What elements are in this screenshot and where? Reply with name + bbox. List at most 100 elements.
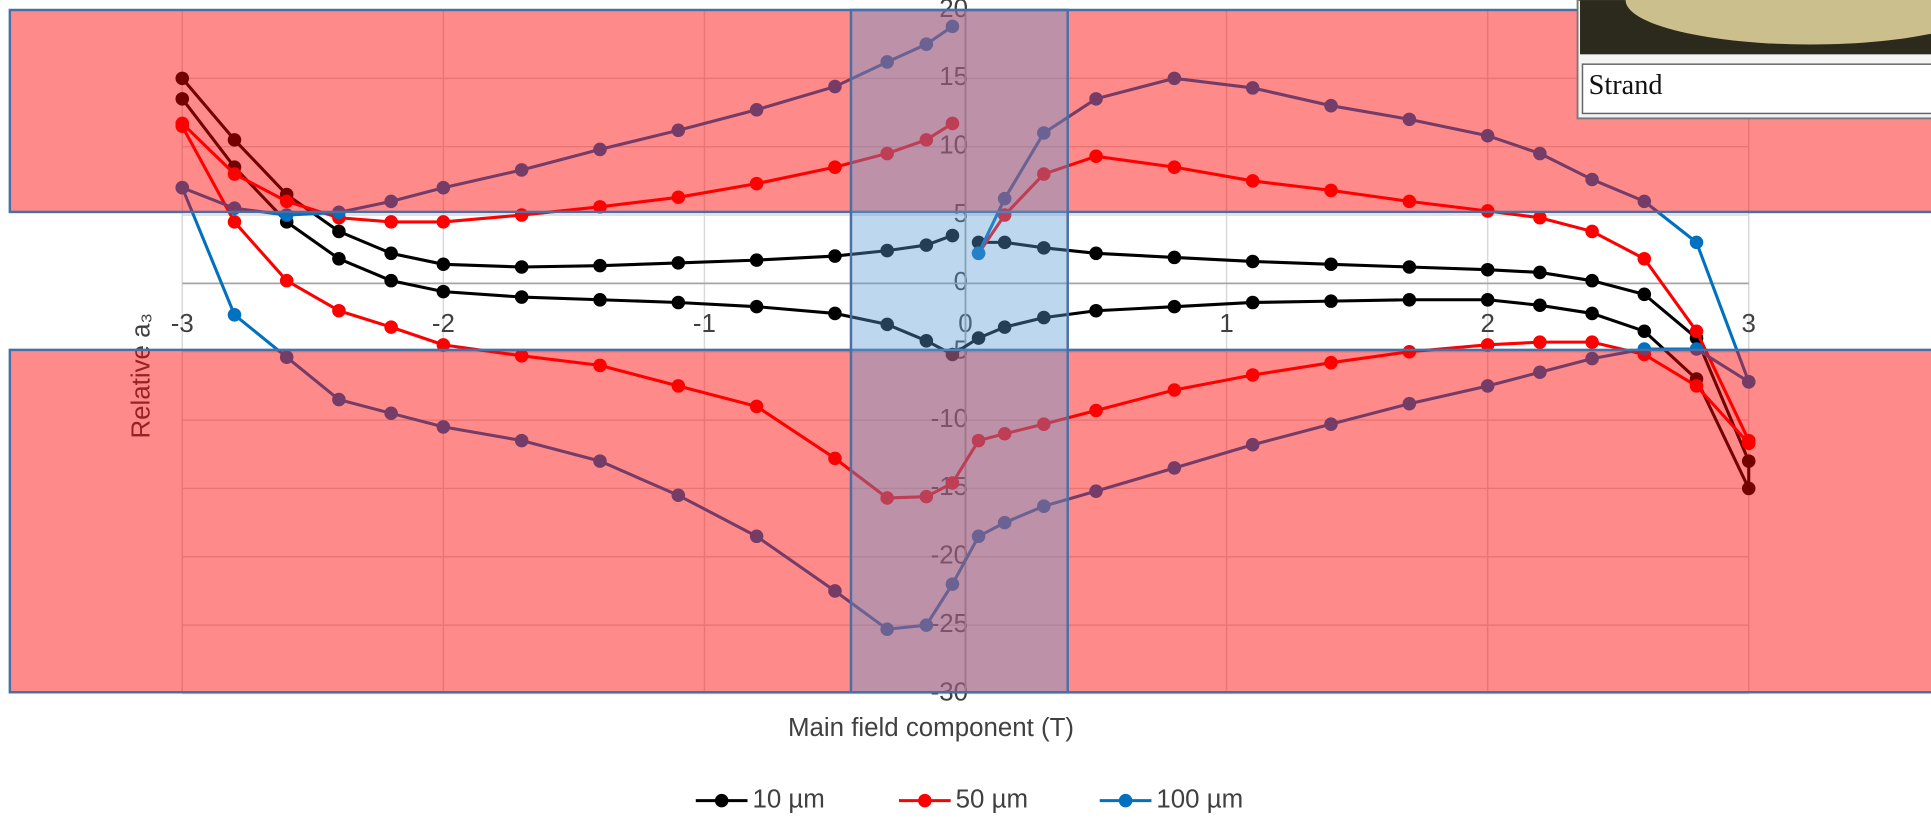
data-point bbox=[1741, 436, 1756, 451]
y-tick-label: 15 bbox=[939, 63, 968, 91]
data-point bbox=[1245, 81, 1260, 95]
inset-label-box bbox=[1581, 63, 1931, 115]
data-point bbox=[1480, 293, 1495, 307]
data-point bbox=[1167, 160, 1182, 174]
data-point bbox=[749, 253, 764, 267]
data-point bbox=[1167, 71, 1182, 86]
data-point bbox=[671, 123, 686, 138]
data-point bbox=[514, 433, 529, 448]
data-point bbox=[175, 92, 190, 106]
data-point bbox=[880, 491, 894, 505]
data-point bbox=[1089, 246, 1103, 261]
data-point bbox=[1402, 260, 1417, 274]
data-point bbox=[671, 190, 686, 205]
data-point bbox=[1037, 417, 1051, 431]
data-point bbox=[1324, 98, 1338, 113]
inset-strand bbox=[1625, 0, 1931, 45]
data-point bbox=[1533, 146, 1547, 161]
data-point bbox=[1089, 303, 1103, 318]
data-point bbox=[1741, 375, 1756, 389]
x-tick-label: 3 bbox=[1742, 310, 1756, 338]
plot-area: -30-25-20-15-10-505101520-3-2-10123 bbox=[171, 0, 1756, 706]
data-point bbox=[1037, 241, 1051, 255]
data-point bbox=[227, 308, 242, 322]
data-point bbox=[1089, 484, 1103, 498]
data-point bbox=[828, 451, 842, 466]
data-point bbox=[1741, 481, 1756, 496]
data-point bbox=[175, 180, 190, 195]
data-point bbox=[593, 358, 607, 373]
data-point bbox=[384, 406, 398, 421]
data-point bbox=[671, 256, 686, 270]
data-point bbox=[828, 249, 842, 263]
data-point bbox=[997, 426, 1012, 441]
legend-label: 100 µm bbox=[1156, 785, 1243, 813]
data-point bbox=[880, 243, 894, 258]
legend-marker bbox=[1118, 793, 1133, 808]
data-point bbox=[1324, 257, 1338, 272]
data-point bbox=[1167, 383, 1182, 397]
data-point bbox=[971, 331, 986, 345]
data-point bbox=[919, 334, 934, 348]
data-point bbox=[1637, 287, 1652, 302]
data-point bbox=[1533, 298, 1547, 313]
data-point bbox=[279, 194, 294, 209]
data-point bbox=[749, 103, 764, 117]
data-point bbox=[997, 235, 1012, 250]
data-point bbox=[1245, 437, 1260, 452]
data-point bbox=[1037, 167, 1051, 181]
data-point bbox=[593, 293, 607, 307]
data-point bbox=[1089, 92, 1103, 106]
data-point bbox=[1585, 273, 1599, 288]
data-point bbox=[1585, 351, 1599, 366]
data-point bbox=[828, 79, 842, 94]
data-point bbox=[227, 133, 242, 147]
data-point bbox=[945, 228, 960, 243]
data-point bbox=[384, 246, 398, 261]
data-point bbox=[1480, 379, 1495, 393]
data-point bbox=[919, 618, 934, 632]
data-point bbox=[1402, 293, 1417, 307]
data-point bbox=[175, 119, 190, 133]
data-point bbox=[1167, 250, 1182, 265]
data-point bbox=[1089, 149, 1103, 164]
data-point bbox=[332, 392, 346, 407]
data-point bbox=[945, 577, 960, 591]
x-axis-title: Main field component (T) bbox=[788, 714, 1074, 742]
y-tick-label: 10 bbox=[939, 132, 968, 160]
data-point bbox=[436, 180, 451, 195]
data-point bbox=[1585, 335, 1599, 349]
data-point bbox=[514, 163, 529, 177]
data-point bbox=[997, 191, 1012, 206]
data-point bbox=[1585, 224, 1599, 239]
data-point bbox=[436, 420, 451, 434]
data-point bbox=[1533, 365, 1547, 380]
data-point bbox=[1167, 461, 1182, 475]
y-tick-label: 0 bbox=[954, 268, 968, 296]
data-point bbox=[332, 224, 346, 239]
data-point bbox=[1037, 126, 1051, 140]
y-axis-title: Relative a₃ bbox=[128, 313, 156, 439]
data-point bbox=[880, 317, 894, 332]
data-point bbox=[436, 215, 451, 229]
data-point bbox=[749, 399, 764, 414]
inset-label: Strand bbox=[1589, 70, 1663, 101]
data-point bbox=[880, 146, 894, 161]
legend-label: 10 µm bbox=[752, 785, 824, 813]
data-point bbox=[1402, 194, 1417, 209]
data-point bbox=[1637, 194, 1652, 209]
highlight-band bbox=[849, 8, 1069, 694]
data-point bbox=[671, 295, 686, 310]
y-tick-label: 20 bbox=[939, 0, 968, 23]
data-point bbox=[1402, 112, 1417, 127]
data-point bbox=[828, 584, 842, 598]
data-point bbox=[971, 246, 986, 261]
data-point bbox=[997, 320, 1012, 334]
data-point bbox=[1089, 403, 1103, 418]
data-point bbox=[279, 350, 294, 364]
data-point bbox=[279, 273, 294, 288]
data-point bbox=[1585, 172, 1599, 187]
data-point bbox=[971, 529, 986, 544]
x-tick-label: 1 bbox=[1219, 310, 1233, 338]
